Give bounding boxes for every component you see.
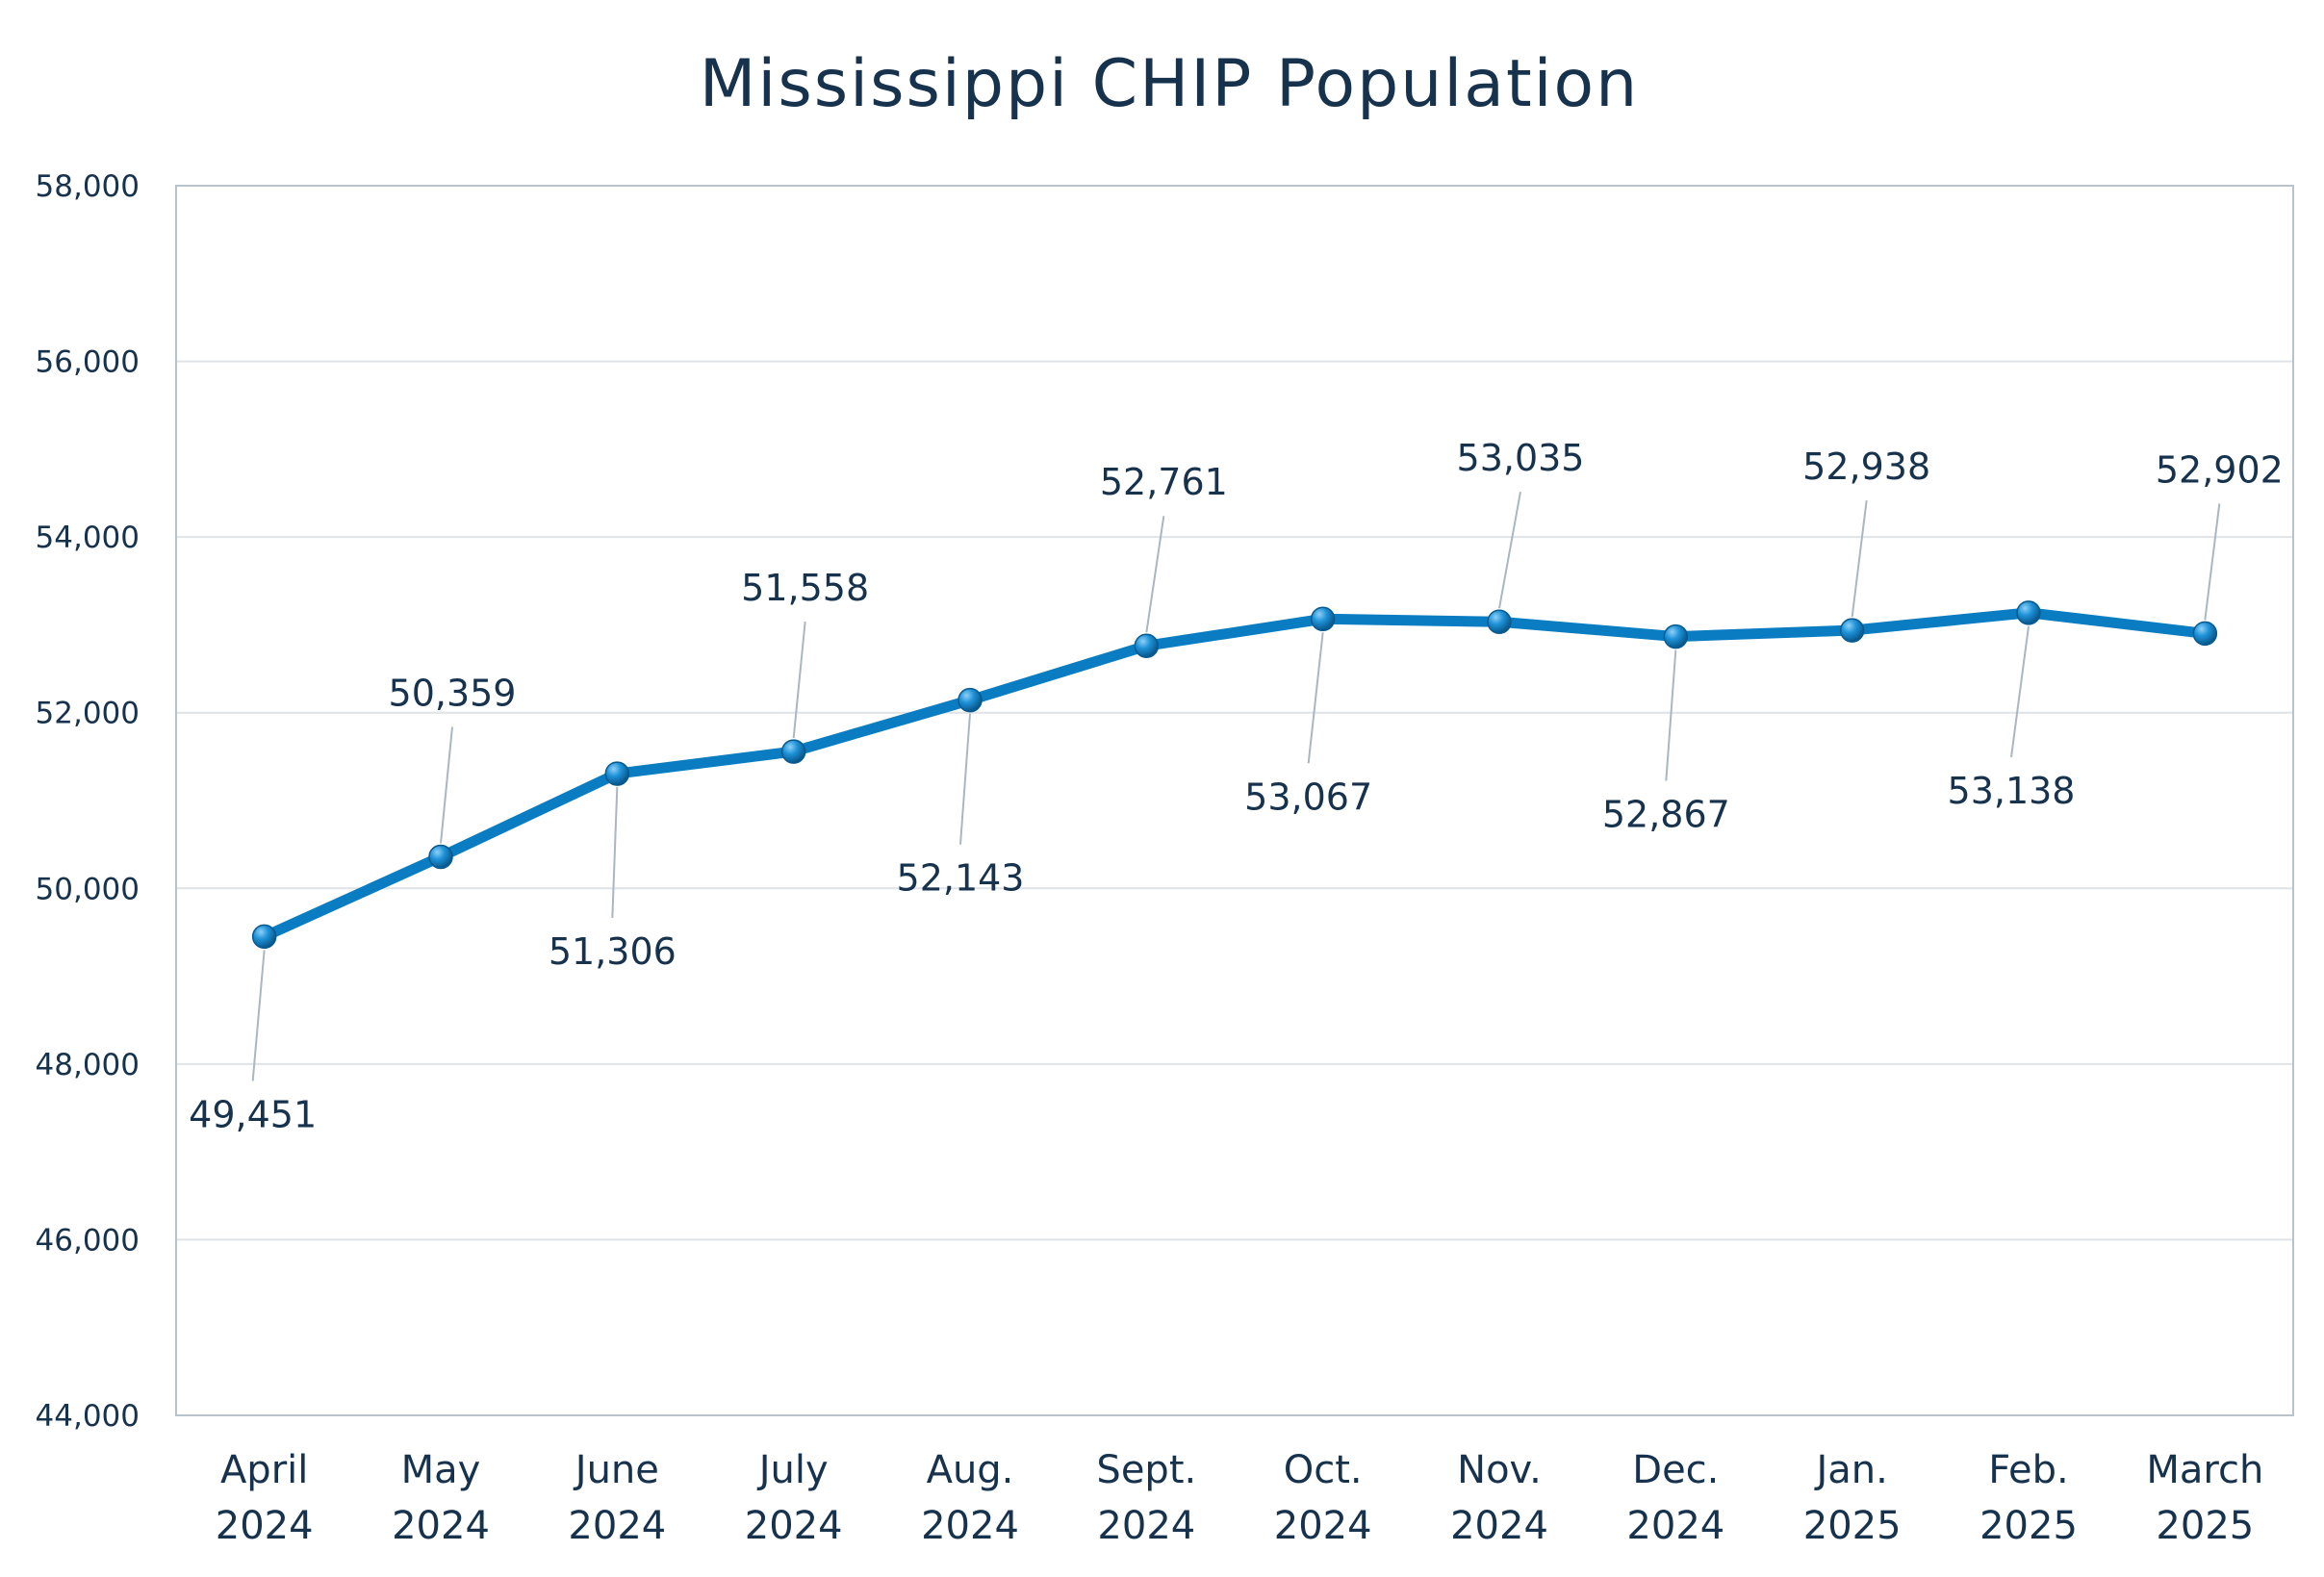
data-label: 53,067 [1244,776,1372,818]
x-tick-label: Nov. 2024 [1450,1448,1548,1548]
data-label-leader-line [440,726,453,844]
data-point-marker [1839,618,1865,643]
data-point-marker [1310,606,1336,632]
data-label-leader-line [2204,503,2221,621]
data-label-leader-line [1851,499,1868,618]
data-label: 52,761 [1100,461,1228,503]
data-labels: 49,451 50,359 51,306 51,558 52,143 52,761 53,0… [189,437,2284,1135]
data-label-leader-line [1665,649,1677,781]
y-tick-label: 46,000 [36,1223,140,1258]
y-tick-label: 56,000 [36,345,140,380]
data-label: 51,558 [741,567,869,609]
y-tick-label: 54,000 [36,521,140,555]
x-tick-label: May 2024 [392,1448,490,1548]
data-label: 49,451 [189,1093,317,1135]
y-tick-label: 58,000 [36,169,140,204]
y-tick-label: 48,000 [36,1048,140,1082]
data-point-marker [1663,623,1689,649]
data-label: 51,306 [549,930,677,973]
y-axis-tick-labels: 44,000 46,000 48,000 50,000 52,000 54,000 56,0… [36,169,140,1434]
data-label-leader-line [792,621,806,739]
y-tick-label: 50,000 [36,872,140,906]
y-tick-label: 44,000 [36,1399,140,1434]
x-tick-label: Sept. 2024 [1096,1448,1196,1548]
data-label: 50,359 [389,673,517,715]
data-point-marker [2192,621,2218,647]
data-point-marker [2016,600,2041,625]
plot-area-border [175,185,2294,1416]
gridlines [176,360,2293,1241]
x-tick-label: April 2024 [216,1448,314,1548]
x-tick-label: Oct. 2024 [1274,1448,1372,1548]
x-tick-label: July 2024 [745,1448,843,1548]
x-tick-label: Jan. 2025 [1803,1448,1902,1548]
data-point-marker [780,739,806,764]
data-label-leader-line [1145,516,1165,633]
data-label: 52,902 [2156,448,2284,491]
data-point-marker [1134,633,1160,658]
data-label: 52,938 [1802,445,1930,488]
data-label-leader-lines [251,492,2221,1081]
data-label-leader-line [1307,632,1324,764]
y-tick-label: 52,000 [36,697,140,731]
series-line [259,607,2210,942]
data-label-leader-line [611,787,619,919]
data-label-leader-line [959,713,971,845]
data-point-marker [604,761,630,786]
data-point-marker [428,844,453,870]
data-label-leader-line [251,950,266,1081]
data-point-marker [1487,609,1512,634]
data-point-marker [251,924,277,950]
data-label: 52,143 [897,857,1025,900]
data-point-marker [958,687,983,713]
data-label-leader-line [2010,625,2030,757]
x-tick-label: March 2025 [2146,1448,2263,1548]
x-axis-tick-labels: April 2024 May 2024 June 2024 July 2024 Aug. 2024… [216,1448,2264,1548]
data-label: 53,138 [1948,770,2076,812]
chart-title: Mississippi CHIP Population [700,46,1639,122]
x-tick-label: June 2024 [568,1448,666,1548]
data-series [251,600,2218,950]
data-label-leader-line [1498,492,1521,609]
x-tick-label: Dec. 2024 [1626,1448,1724,1548]
x-tick-label: Feb. 2025 [1979,1448,2078,1548]
data-label: 53,035 [1457,437,1585,479]
data-label: 52,867 [1602,794,1730,836]
x-tick-label: Aug. 2024 [921,1448,1019,1548]
